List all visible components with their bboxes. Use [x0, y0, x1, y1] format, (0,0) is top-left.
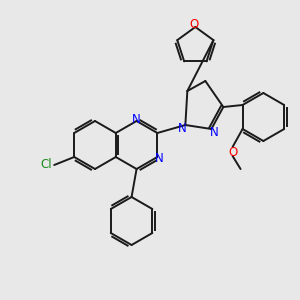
Text: N: N [178, 122, 187, 136]
Text: O: O [190, 17, 199, 31]
Text: O: O [228, 146, 237, 158]
Text: N: N [155, 152, 164, 164]
Text: N: N [132, 113, 141, 126]
Text: N: N [210, 127, 219, 140]
Text: Cl: Cl [40, 158, 52, 172]
